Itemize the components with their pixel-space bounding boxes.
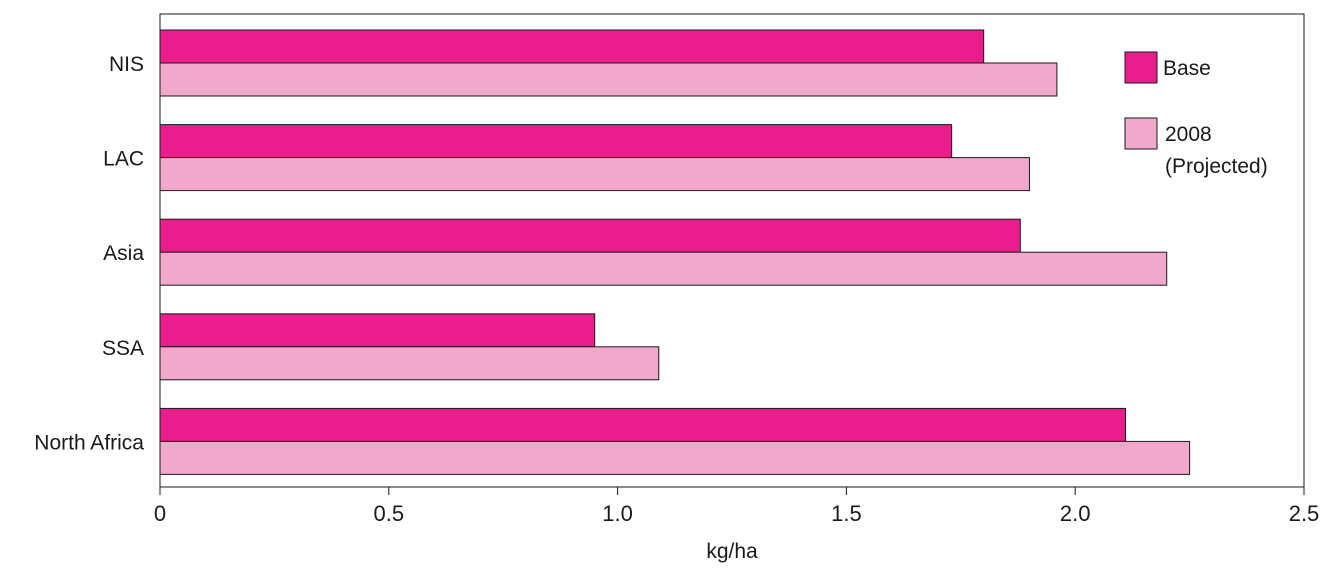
bar-projected-ssa xyxy=(159,346,660,381)
x-tick-label: 0.5 xyxy=(374,501,405,526)
bar-projected-asia xyxy=(159,251,1168,286)
x-tick-label: 2.0 xyxy=(1060,501,1091,526)
x-tick-label: 1.0 xyxy=(602,501,633,526)
legend-label-projected-line1: 2008 xyxy=(1165,123,1212,146)
category-label: North Africa xyxy=(34,431,144,454)
bars-layer xyxy=(159,29,1191,475)
category-label: SSA xyxy=(102,337,144,360)
x-axis-title: kg/ha xyxy=(706,540,758,563)
category-label: NIS xyxy=(109,53,144,76)
legend-label-base: Base xyxy=(1163,57,1211,80)
bar-base-north-africa xyxy=(159,407,1127,442)
bar-projected-north-africa xyxy=(159,440,1191,475)
x-tick-label: 2.5 xyxy=(1289,501,1320,526)
bar-projected-nis xyxy=(159,62,1058,97)
legend-swatch-projected xyxy=(1124,117,1158,150)
bar-base-ssa xyxy=(159,313,596,348)
x-axis-ticks: 0 0.5 1.0 1.5 2.0 2.5 xyxy=(154,487,1319,526)
category-label: Asia xyxy=(103,242,144,265)
legend-label-projected-line2: (Projected) xyxy=(1165,155,1268,178)
bar-projected-lac xyxy=(159,157,1030,192)
x-tick-label: 1.5 xyxy=(831,501,862,526)
legend: Base 2008 (Projected) xyxy=(1124,51,1268,178)
category-label: LAC xyxy=(103,148,144,171)
x-tick-label: 0 xyxy=(154,501,166,526)
bar-base-lac xyxy=(159,124,953,159)
category-labels: NIS LAC Asia SSA North Africa xyxy=(34,53,144,454)
bar-base-asia xyxy=(159,218,1021,253)
legend-swatch-base xyxy=(1124,51,1158,84)
bar-base-nis xyxy=(159,29,985,64)
